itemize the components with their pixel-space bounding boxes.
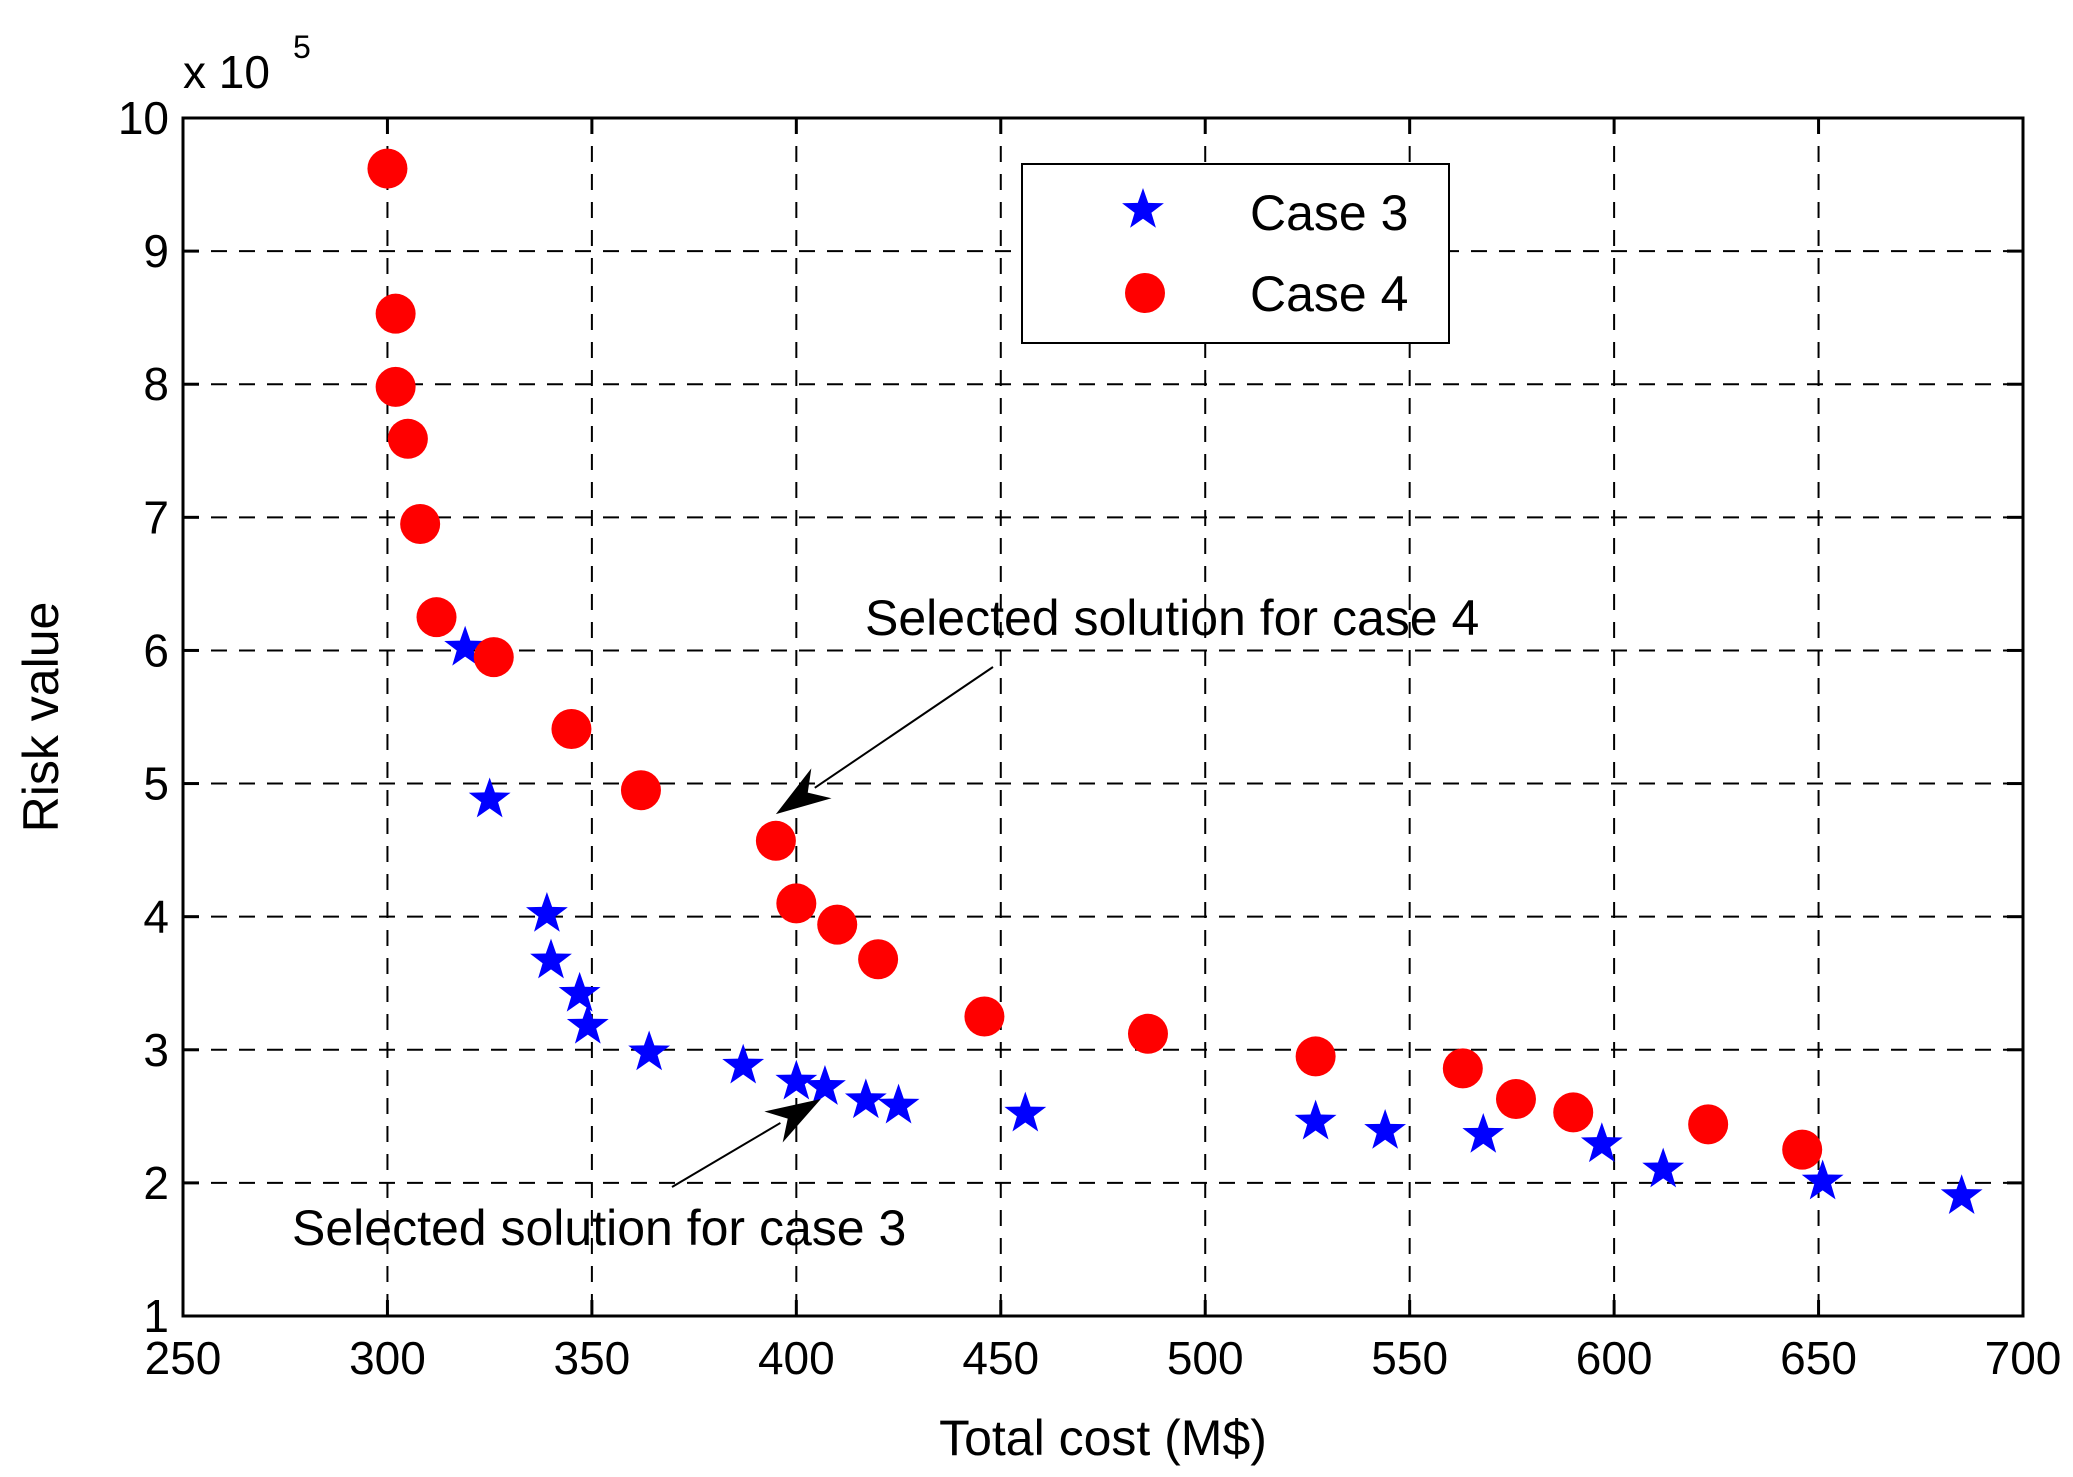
case4-point — [620, 770, 661, 811]
annotation-case4-arrow-shaft — [814, 666, 994, 789]
x-tick-label: 450 — [962, 1332, 1039, 1384]
y-tick-label: 8 — [143, 358, 169, 410]
annotation-case4-arrow-head — [775, 768, 832, 815]
case4-point — [1553, 1092, 1594, 1133]
y-tick-label: 5 — [143, 758, 169, 810]
case4-point — [400, 503, 441, 544]
legend-case4-marker — [1125, 273, 1165, 313]
case4-point — [367, 148, 408, 189]
x-tick-label: 500 — [1167, 1332, 1244, 1384]
x-tick-label: 350 — [554, 1332, 631, 1384]
y-tick-label: 1 — [143, 1290, 169, 1342]
case4-point — [776, 883, 817, 924]
legend-box — [1021, 163, 1450, 344]
case4-point — [1295, 1036, 1336, 1077]
case4-point — [473, 637, 514, 678]
y-tick-label: 9 — [143, 225, 169, 277]
case4-point — [551, 708, 592, 749]
x-tick-label: 600 — [1576, 1332, 1653, 1384]
legend-case4-label: Case 4 — [1250, 266, 1408, 322]
y-multiplier-exponent: 5 — [293, 29, 311, 65]
x-tick-labels: 250 300 350 400 450 500 550 600 650 700 — [145, 1332, 2062, 1384]
annotations: Selected solution for case 4 Selected sol… — [292, 590, 1479, 1256]
x-tick-label: 300 — [349, 1332, 426, 1384]
case4-point — [755, 820, 796, 861]
case4-point — [858, 939, 899, 980]
y-tick-label: 2 — [143, 1157, 169, 1209]
y-tick-label: 7 — [143, 491, 169, 543]
y-multiplier: x 10 5 — [183, 29, 311, 98]
case4-point — [1782, 1129, 1823, 1170]
plot-frame — [181, 116, 2025, 1318]
annotation-case4-text: Selected solution for case 4 — [865, 590, 1479, 646]
series-case-4 — [367, 148, 1823, 1170]
x-tick-label: 400 — [758, 1332, 835, 1384]
case4-point — [416, 597, 457, 638]
case4-point — [964, 996, 1005, 1037]
x-tick-label: 550 — [1371, 1332, 1448, 1384]
annotation-case3-arrow-head — [764, 1099, 821, 1143]
case4-point — [1495, 1079, 1536, 1120]
case4-point — [1442, 1048, 1483, 1089]
case4-point — [375, 366, 416, 407]
y-tick-label: 4 — [143, 891, 169, 943]
x-axis-title: Total cost (M$) — [939, 1410, 1267, 1466]
y-multiplier-label: x 10 — [183, 46, 270, 98]
axis-ticks — [181, 116, 2025, 1318]
annotation-case3-arrow-shaft — [671, 1122, 781, 1188]
case4-point — [375, 293, 416, 334]
y-axis-title: Risk value — [13, 602, 69, 833]
data-series — [367, 148, 1983, 1214]
case4-point — [1127, 1013, 1168, 1054]
case4-point — [387, 418, 428, 459]
x-tick-label: 250 — [145, 1332, 222, 1384]
x-tick-label: 650 — [1780, 1332, 1857, 1384]
x-tick-label: 700 — [1985, 1332, 2062, 1384]
case4-point — [1688, 1104, 1729, 1145]
y-tick-label: 6 — [143, 624, 169, 676]
y-tick-label: 10 — [118, 92, 169, 144]
y-tick-labels: 1 2 3 4 5 6 7 8 9 10 — [118, 92, 169, 1342]
legend: Case 3 Case 4 — [1021, 163, 1450, 344]
case4-point — [817, 904, 858, 945]
annotation-case3-text: Selected solution for case 3 — [292, 1200, 906, 1256]
legend-case3-label: Case 3 — [1250, 185, 1408, 241]
y-tick-label: 3 — [143, 1024, 169, 1076]
